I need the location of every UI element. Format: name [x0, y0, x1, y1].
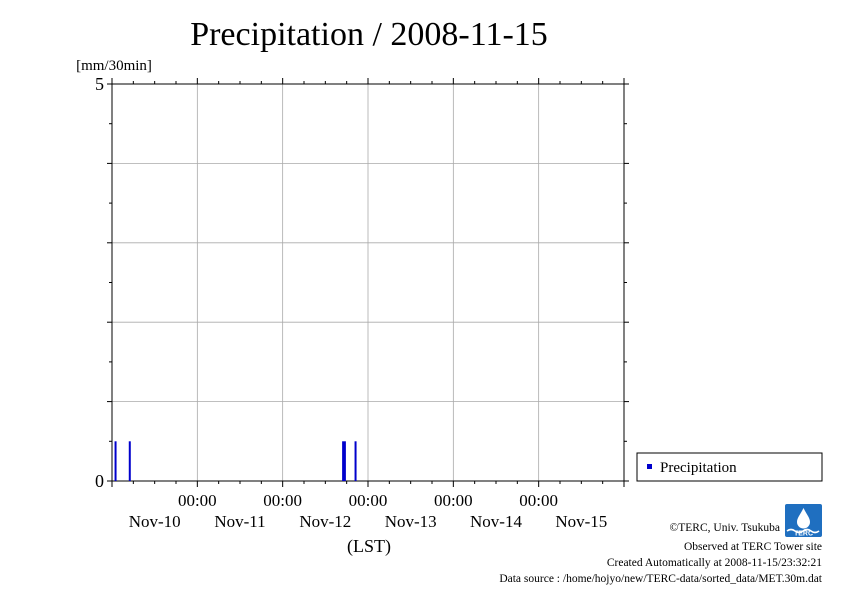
y-unit-label: [mm/30min]	[76, 58, 152, 74]
x-time-label: 00:00	[519, 491, 558, 510]
water-drop-icon	[797, 508, 810, 529]
observed-text: Observed at TERC Tower site	[684, 541, 822, 553]
x-date-label: Nov-11	[214, 512, 265, 531]
precipitation-bar	[114, 441, 117, 481]
terc-logo: TERC	[785, 504, 822, 538]
x-time-label: 00:00	[434, 491, 473, 510]
x-date-label: Nov-12	[299, 512, 351, 531]
x-axis-title: (LST)	[347, 536, 391, 557]
legend: Precipitation	[636, 452, 823, 482]
copyright-text: ©TERC, Univ. Tsukuba	[670, 522, 780, 534]
bars-layer	[114, 441, 357, 481]
x-date-label: Nov-10	[129, 512, 181, 531]
data-source-text: Data source : /home/hojyo/new/TERC-data/…	[499, 573, 822, 585]
x-time-label: 00:00	[349, 491, 388, 510]
precipitation-bar	[342, 441, 345, 481]
x-time-label: 00:00	[178, 491, 217, 510]
axis-ticks	[107, 78, 629, 487]
logo-text: TERC	[794, 531, 813, 538]
x-date-label: Nov-15	[555, 512, 607, 531]
axis-labels: 0 5 00:00 00:00 00:00 00:00 00:00 Nov-10 Nov-11 N…	[95, 74, 607, 531]
chart-title: Precipitation / 2008-11-15	[190, 16, 548, 53]
precipitation-bar	[128, 441, 131, 481]
created-text: Created Automatically at 2008-11-15/23:3…	[607, 557, 822, 569]
legend-swatch	[647, 464, 652, 469]
x-time-label: 00:00	[263, 491, 302, 510]
wave-icon	[786, 528, 820, 534]
grid-lines	[112, 84, 624, 481]
y-tick-label: 0	[95, 471, 104, 491]
precipitation-bar	[354, 441, 357, 481]
y-tick-label: 5	[95, 74, 104, 94]
x-date-label: Nov-14	[470, 512, 522, 531]
precipitation-bar	[343, 441, 346, 481]
legend-box	[636, 452, 823, 482]
legend-label: Precipitation	[660, 460, 737, 476]
x-date-label: Nov-13	[385, 512, 437, 531]
